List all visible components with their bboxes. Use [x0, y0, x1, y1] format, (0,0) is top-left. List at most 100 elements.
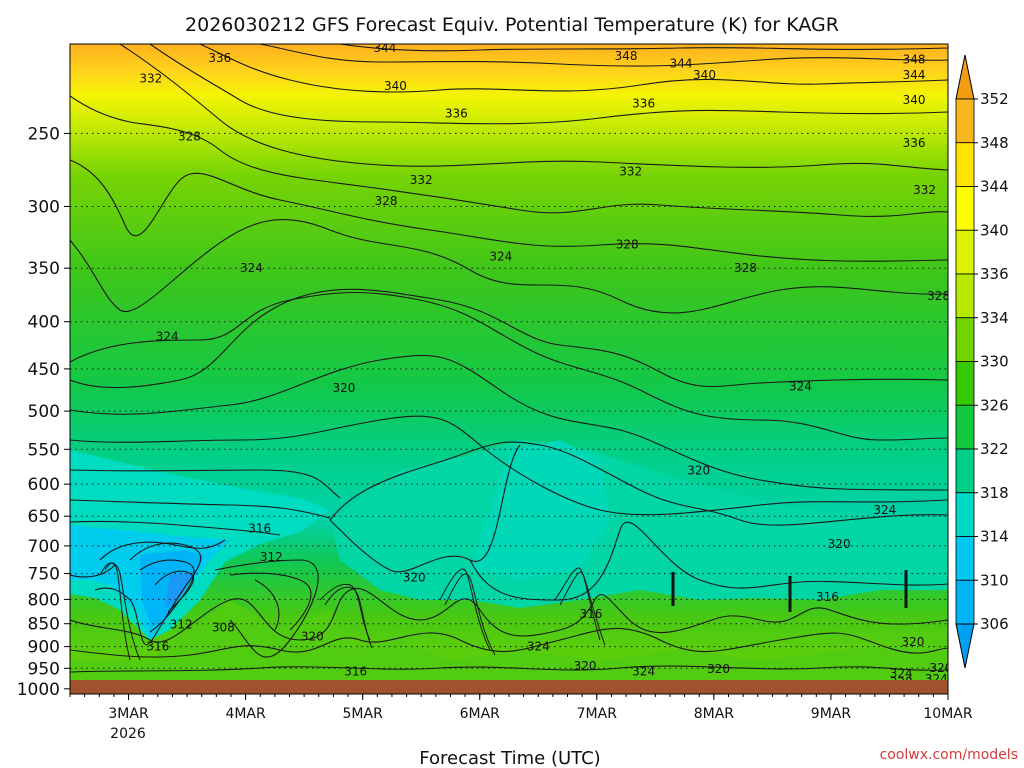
colorbar-label: 306	[980, 615, 1009, 633]
y-axis: 250 300 350 400 450 500 550 600 650 700 750 800 850 9…	[17, 124, 70, 700]
contour-label: 344	[373, 41, 396, 55]
colorbar-top-triangle	[955, 54, 975, 100]
colorbar-label: 314	[980, 528, 1009, 546]
ground-strip	[70, 680, 948, 694]
colorbar-swatch	[955, 273, 975, 319]
y-tick-label: 700	[28, 537, 60, 557]
y-tick-label: 800	[28, 590, 60, 610]
colorbar-label: 326	[980, 396, 1009, 414]
contour-label: 336	[445, 107, 468, 121]
contour-label: 324	[789, 379, 812, 393]
contour-label: 320	[828, 537, 851, 551]
contour-lines	[70, 44, 948, 673]
contour-label: 320	[301, 630, 324, 644]
x-tick-label: 10MAR	[923, 706, 972, 722]
x-tick-label: 7MAR	[577, 706, 618, 722]
colorbar-swatch	[955, 579, 975, 625]
y-tick-label: 500	[28, 402, 60, 422]
contour-label: 324	[873, 503, 896, 517]
colorbar-label: 334	[980, 309, 1009, 327]
chart-title: 2026030212 GFS Forecast Equiv. Potential…	[185, 14, 839, 36]
colorbar-label: 336	[980, 265, 1009, 283]
contour-label: 332	[139, 72, 162, 86]
x-tick-label: 6MAR	[460, 706, 501, 722]
contour-label: 332	[913, 183, 936, 197]
contour-label: 336	[903, 136, 926, 150]
sounding-artifact-lines	[671, 570, 908, 612]
contour-label: 324	[489, 250, 512, 264]
contour-label: 324	[527, 640, 550, 654]
colorbar-swatch	[955, 142, 975, 187]
y-tick-label: 1000	[17, 680, 60, 700]
contour-label: 340	[693, 68, 716, 82]
plot-area: 3443483443403483443403363363323403363363…	[70, 41, 953, 694]
contour-label: 336	[632, 96, 655, 110]
x-tick-label: 5MAR	[343, 706, 384, 722]
x-axis: 3MAR 4MAR 5MAR 6MAR 7MAR 8MAR 9MAR 10MAR	[69, 694, 973, 722]
colorbar-swatch	[955, 229, 975, 275]
contour-label: 320	[332, 381, 355, 395]
contour-label: 320	[930, 661, 953, 675]
colorbar-label: 322	[980, 440, 1009, 458]
year-label: 2026	[110, 726, 146, 742]
credit-text: coolwx.com/models	[880, 747, 1018, 763]
colorbar-swatch	[955, 536, 975, 581]
cluster-lines	[99, 562, 606, 661]
colorbar-label: 344	[980, 178, 1009, 196]
contour-label: 308	[212, 620, 235, 634]
colorbar-label: 352	[980, 90, 1009, 108]
contour-label: 320	[403, 570, 426, 584]
contour-label: 332	[619, 165, 642, 179]
colorbar-label: 310	[980, 571, 1009, 589]
colorbar-swatch	[955, 448, 975, 494]
colorbar-label: 340	[980, 221, 1009, 239]
colorbar-bottom-triangle	[955, 623, 975, 669]
contour-label: 320	[574, 659, 597, 673]
contour-label: 336	[208, 51, 231, 65]
contour-label: 348	[615, 49, 638, 63]
contour-label: 312	[260, 550, 283, 564]
contour-label: 316	[146, 640, 169, 654]
contour-label: 340	[384, 79, 407, 93]
contour-label: 316	[248, 521, 271, 535]
contour-label: 324	[632, 665, 655, 679]
contour-label: 328	[616, 238, 639, 252]
contour-label: 324	[890, 666, 913, 680]
y-tick-label: 750	[28, 565, 60, 585]
colorbar-swatch	[955, 492, 975, 537]
contour-label: 340	[903, 93, 926, 107]
y-tick-label: 400	[28, 313, 60, 333]
contour-label: 348	[903, 53, 926, 67]
x-tick-label: 4MAR	[225, 706, 266, 722]
colorbar: 352 348 344 340 336 334 330 326 322 318 314 310 306	[955, 54, 1009, 669]
contour-label: 344	[670, 57, 693, 71]
y-tick-label: 350	[28, 259, 60, 279]
x-tick-label: 9MAR	[811, 706, 852, 722]
contour-label: 328	[178, 130, 201, 144]
y-tick-label: 850	[28, 615, 60, 635]
colorbar-swatch	[955, 98, 975, 144]
pressure-grid	[70, 132, 948, 690]
contour-label: 328	[927, 289, 950, 303]
surface-fill	[70, 600, 948, 680]
contour-label: 320	[707, 662, 730, 676]
x-tick-label: 8MAR	[694, 706, 735, 722]
x-axis-label: Forecast Time (UTC)	[419, 748, 600, 768]
contour-label: 316	[344, 665, 367, 679]
contour-label: 316	[579, 607, 602, 621]
y-tick-label: 300	[28, 197, 60, 217]
contour-label: 312	[170, 618, 193, 632]
y-tick-label: 650	[28, 507, 60, 527]
colorbar-label: 330	[980, 353, 1009, 371]
y-tick-label: 250	[28, 124, 60, 144]
contour-label: 316	[816, 590, 839, 604]
contour-label: 344	[903, 68, 926, 82]
mid-level-fill	[470, 440, 610, 580]
x-tick-label: 3MAR	[108, 706, 149, 722]
cold-core-fill	[165, 572, 195, 608]
contour-label: 332	[410, 173, 433, 187]
colorbar-label: 348	[980, 134, 1009, 152]
contour-label: 328	[375, 194, 398, 208]
colorbar-swatch	[955, 317, 975, 362]
